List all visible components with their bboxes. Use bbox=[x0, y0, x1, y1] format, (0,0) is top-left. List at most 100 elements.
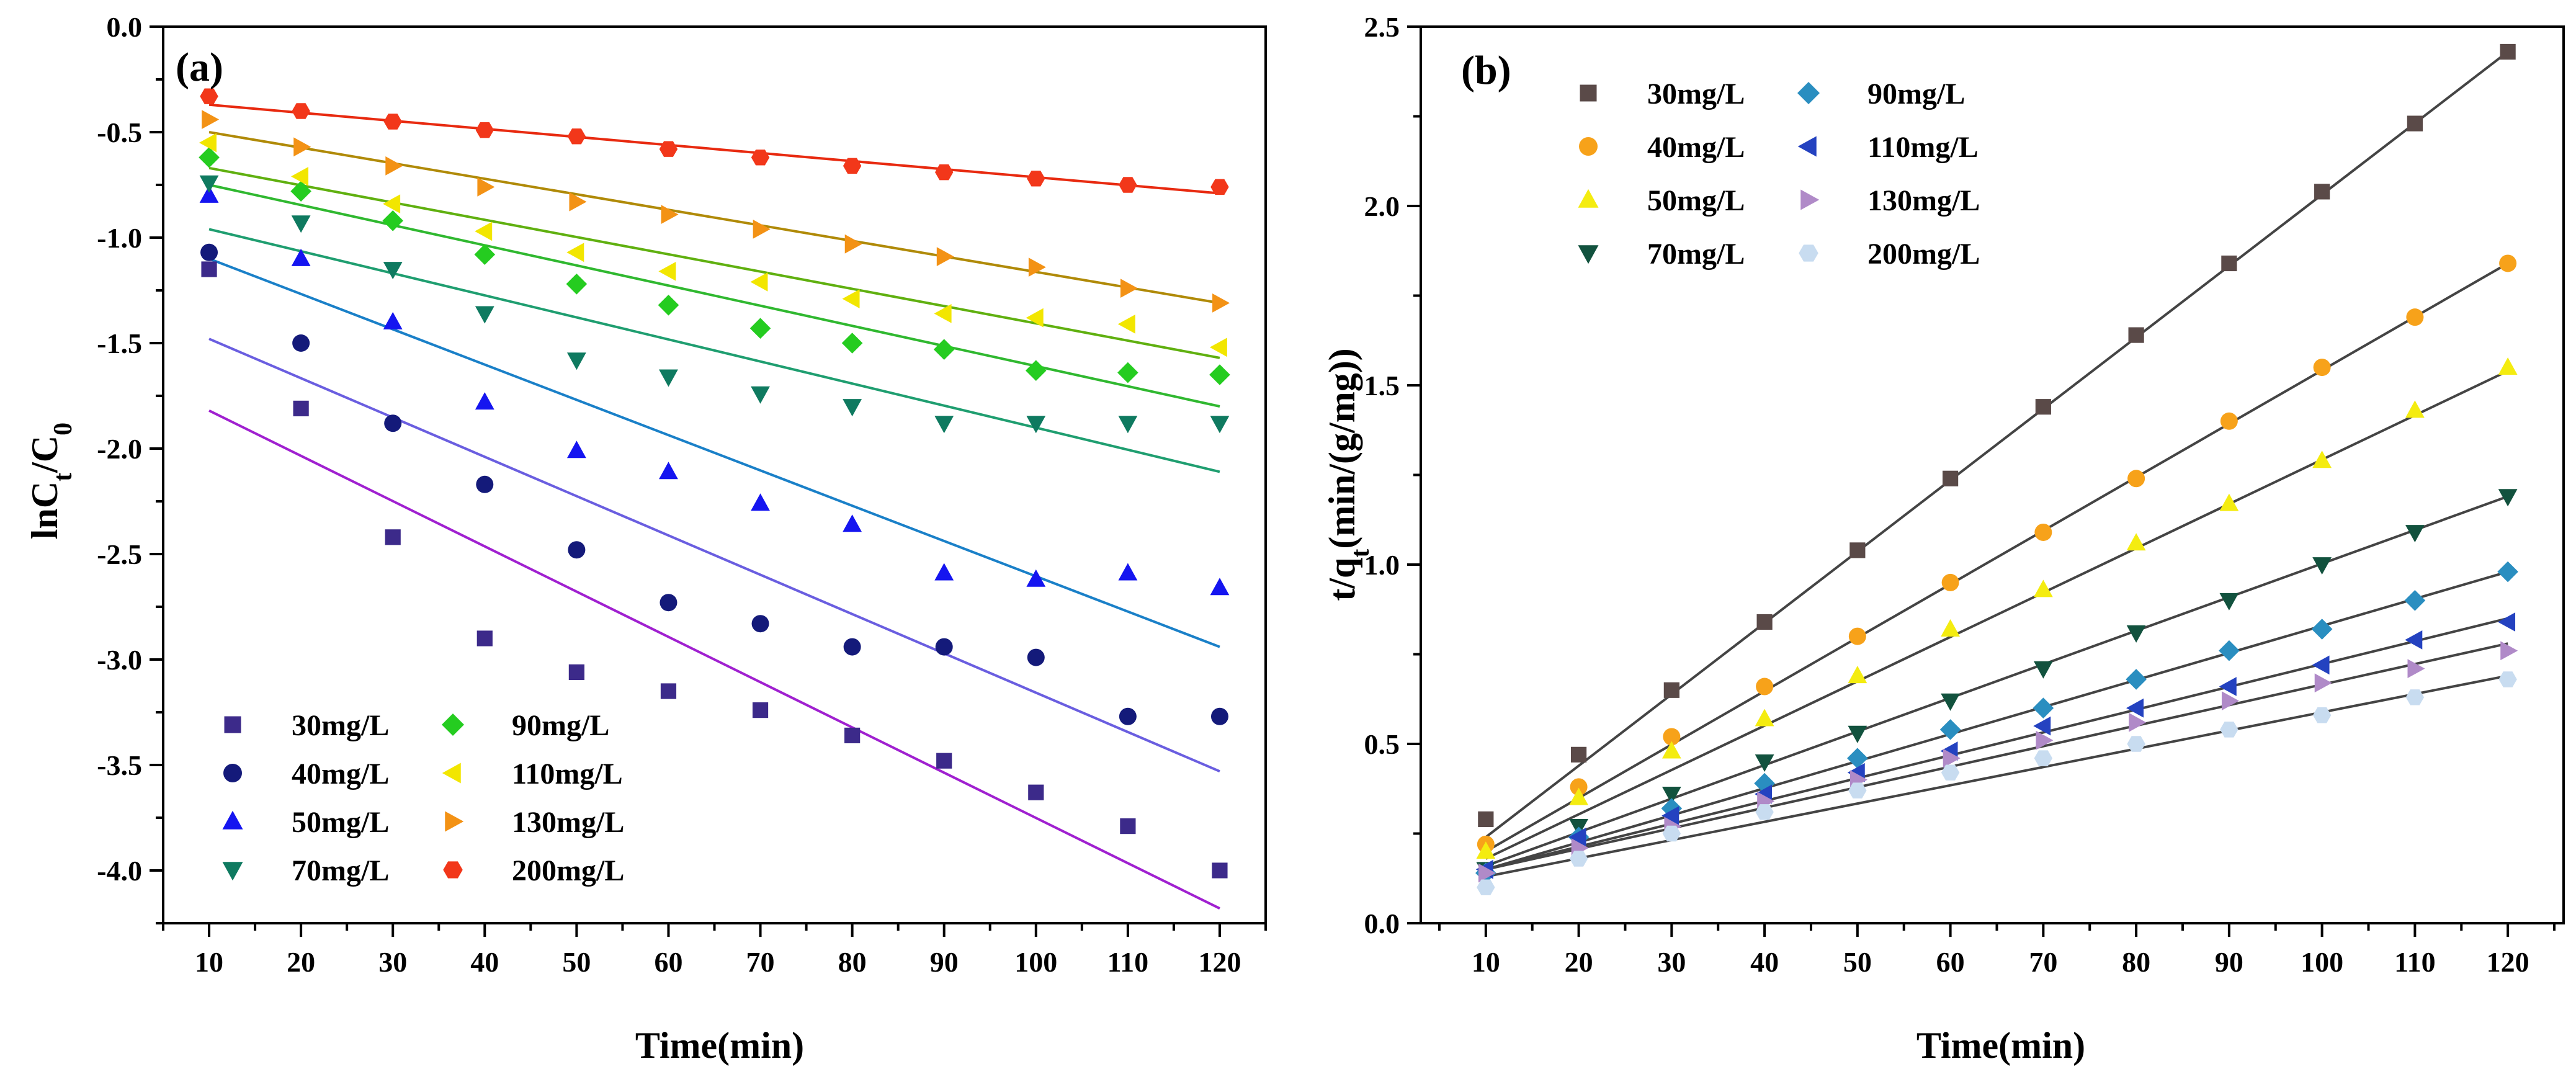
panel-label-b: (b) bbox=[1461, 48, 1511, 93]
data-point-b-70mg/L-60 bbox=[1941, 693, 1961, 711]
y-title-mid-a: /C bbox=[24, 436, 65, 473]
x-tick-label-a-110: 110 bbox=[1107, 946, 1148, 978]
data-point-b-50mg/L-90 bbox=[2219, 493, 2239, 511]
data-points-a bbox=[199, 88, 1230, 879]
x-tick-label-b-80: 80 bbox=[2122, 946, 2150, 978]
x-tick-label-b-60: 60 bbox=[1936, 946, 1965, 978]
data-point-a-130mg/L-30 bbox=[385, 156, 403, 176]
data-point-b-90mg/L-50 bbox=[1847, 748, 1868, 769]
fit-line-b-110mg/L bbox=[1485, 617, 2508, 871]
data-point-b-200mg/L-90 bbox=[2220, 722, 2238, 738]
chart-panel-b: 10 20 30 40 50 60 70 80 90 100 110 120 0.0 0.5 1.0 1.5 2… bbox=[1322, 11, 2565, 1066]
data-point-b-40mg/L-20 bbox=[1570, 778, 1588, 796]
x-tick-label-a-50: 50 bbox=[562, 946, 591, 978]
data-point-b-110mg/L-90 bbox=[2219, 677, 2237, 696]
data-point-a-40mg/L-50 bbox=[568, 541, 586, 559]
legend-marker-a-50mg/L bbox=[222, 810, 243, 830]
data-point-b-40mg/L-80 bbox=[2127, 470, 2145, 488]
data-point-a-40mg/L-70 bbox=[751, 615, 769, 633]
fit-line-b-90mg/L bbox=[1485, 570, 2508, 871]
data-point-a-200mg/L-50 bbox=[567, 128, 586, 145]
data-point-b-50mg/L-70 bbox=[2033, 579, 2053, 597]
y-title-mid-b: (min/(g/mg)) bbox=[1322, 348, 1362, 548]
data-point-a-40mg/L-30 bbox=[384, 414, 402, 432]
data-point-b-90mg/L-120 bbox=[2497, 561, 2518, 583]
x-tick-label-b-120: 120 bbox=[2487, 946, 2529, 978]
y-axis-title-a: lnCt/C0 bbox=[24, 423, 78, 539]
data-point-a-50mg/L-120 bbox=[1210, 578, 1230, 596]
x-tick-label-a-10: 10 bbox=[195, 946, 223, 978]
data-point-a-70mg/L-20 bbox=[291, 215, 311, 233]
data-point-b-70mg/L-100 bbox=[2312, 557, 2332, 575]
y-tick-label-a--3.0: -3.0 bbox=[97, 644, 142, 676]
legend-marker-b-200mg/L bbox=[1799, 244, 1818, 262]
x-tick-label-a-100: 100 bbox=[1014, 946, 1057, 978]
legend-label-b-200mg/L: 200mg/L bbox=[1867, 238, 1980, 271]
y-tick-label-b-2.5: 2.5 bbox=[1364, 11, 1400, 43]
data-point-b-130mg/L-10 bbox=[1478, 863, 1496, 883]
data-point-a-50mg/L-50 bbox=[566, 441, 586, 459]
data-point-b-130mg/L-80 bbox=[2129, 712, 2147, 732]
axes-a: 10 20 30 40 50 60 70 80 90 100 110 120 0.0 -0.5 -1.0 -1… bbox=[97, 11, 1267, 978]
data-point-a-130mg/L-120 bbox=[1212, 293, 1230, 313]
data-point-b-30mg/L-20 bbox=[1570, 746, 1587, 763]
fit-lines-a bbox=[208, 103, 1220, 910]
data-point-b-50mg/L-40 bbox=[1755, 709, 1774, 727]
y-title-sub1-b: t bbox=[1346, 549, 1375, 558]
data-point-a-50mg/L-110 bbox=[1118, 563, 1138, 581]
data-point-a-30mg/L-110 bbox=[1120, 818, 1136, 834]
data-point-b-50mg/L-10 bbox=[1476, 841, 1496, 859]
legend-marker-a-90mg/L bbox=[442, 713, 464, 736]
data-point-b-90mg/L-70 bbox=[2033, 697, 2054, 718]
data-point-b-130mg/L-100 bbox=[2314, 673, 2332, 693]
data-point-a-30mg/L-70 bbox=[752, 702, 769, 718]
x-tick-label-b-50: 50 bbox=[1843, 946, 1872, 978]
legend-marker-a-40mg/L bbox=[223, 764, 242, 782]
legend-b: 30mg/L 40mg/L 50mg/L 70mg/L 90mg/L 110mg/L 130… bbox=[1578, 78, 1980, 271]
fit-line-a-110mg/L bbox=[208, 166, 1220, 359]
data-point-a-40mg/L-110 bbox=[1119, 707, 1137, 725]
data-point-a-200mg/L-30 bbox=[383, 114, 402, 130]
data-point-a-110mg/L-30 bbox=[383, 194, 401, 213]
data-point-a-90mg/L-30 bbox=[382, 210, 404, 231]
data-point-b-50mg/L-30 bbox=[1661, 741, 1681, 759]
x-axis-title-a: Time(min) bbox=[635, 1025, 804, 1066]
data-point-a-110mg/L-10 bbox=[199, 133, 217, 153]
data-point-b-200mg/L-80 bbox=[2127, 736, 2145, 752]
data-point-b-70mg/L-70 bbox=[2033, 661, 2053, 679]
data-point-b-40mg/L-100 bbox=[2313, 359, 2331, 377]
legend-label-a-70mg/L: 70mg/L bbox=[292, 854, 389, 887]
legend-marker-b-130mg/L bbox=[1800, 189, 1820, 210]
data-point-b-50mg/L-100 bbox=[2312, 450, 2332, 468]
data-point-a-50mg/L-70 bbox=[751, 493, 770, 511]
data-point-b-30mg/L-90 bbox=[2221, 255, 2237, 272]
data-point-a-130mg/L-90 bbox=[936, 247, 954, 266]
data-point-a-50mg/L-60 bbox=[659, 462, 678, 480]
data-point-a-30mg/L-120 bbox=[1212, 862, 1228, 879]
legend-marker-a-130mg/L bbox=[445, 811, 464, 832]
legend-marker-b-30mg/L bbox=[1580, 84, 1597, 102]
fit-line-a-30mg/L bbox=[208, 409, 1220, 910]
legend-marker-a-200mg/L bbox=[443, 861, 463, 879]
data-point-a-30mg/L-30 bbox=[385, 529, 401, 545]
data-point-a-130mg/L-20 bbox=[293, 137, 311, 157]
data-point-a-200mg/L-20 bbox=[292, 103, 310, 119]
data-point-a-50mg/L-80 bbox=[843, 514, 862, 532]
data-point-b-200mg/L-30 bbox=[1662, 825, 1681, 842]
x-tick-label-b-10: 10 bbox=[1472, 946, 1500, 978]
legend-label-b-40mg/L: 40mg/L bbox=[1647, 131, 1745, 164]
data-point-a-40mg/L-90 bbox=[935, 638, 953, 656]
data-point-a-130mg/L-110 bbox=[1120, 279, 1138, 298]
data-point-b-70mg/L-80 bbox=[2126, 625, 2146, 643]
data-point-b-200mg/L-60 bbox=[1941, 764, 1960, 781]
fit-line-a-90mg/L bbox=[208, 184, 1220, 408]
data-point-a-200mg/L-100 bbox=[1027, 171, 1045, 187]
data-point-b-90mg/L-110 bbox=[2404, 590, 2426, 611]
data-point-a-70mg/L-50 bbox=[566, 352, 586, 370]
data-point-a-40mg/L-100 bbox=[1027, 648, 1045, 666]
y-tick-label-a--3.5: -3.5 bbox=[97, 749, 142, 781]
data-point-b-50mg/L-50 bbox=[1848, 666, 1867, 684]
data-point-b-130mg/L-70 bbox=[2036, 730, 2054, 750]
data-point-a-200mg/L-110 bbox=[1119, 177, 1137, 193]
fit-line-b-30mg/L bbox=[1485, 50, 2509, 838]
